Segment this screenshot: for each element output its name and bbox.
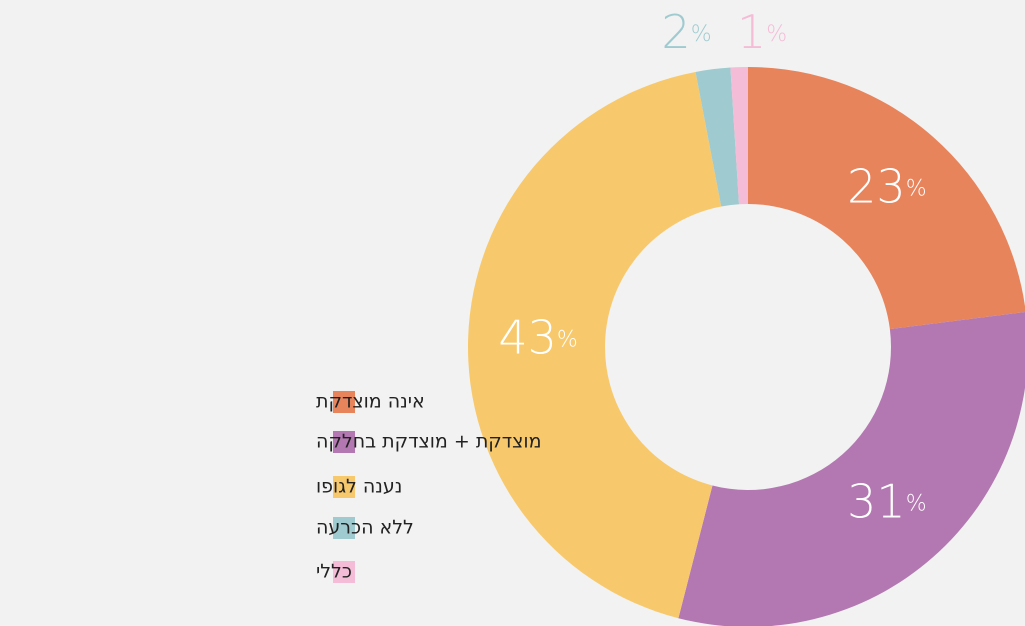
value-label: 1% — [737, 5, 787, 59]
legend-label: נענה לגופו — [316, 476, 402, 498]
legend-label: אינה מוצדקת — [316, 391, 425, 413]
donut-slice — [695, 67, 740, 207]
donut-slice — [748, 67, 1025, 330]
legend-swatch — [333, 517, 355, 539]
value-label: 2% — [661, 5, 711, 59]
legend-label: מוצדקת + מוצדקת בחלקה — [316, 431, 542, 453]
value-label: 43% — [498, 310, 577, 364]
legend-label: ללא הכרעה — [316, 517, 414, 539]
legend-label: כללי — [316, 561, 352, 583]
legend-swatch — [333, 476, 355, 498]
legend-swatch — [333, 431, 355, 453]
legend-swatch — [333, 561, 355, 583]
legend-swatch — [333, 391, 355, 413]
donut-slice — [730, 67, 748, 205]
value-label: 23% — [847, 159, 926, 213]
donut-slice — [678, 312, 1025, 626]
donut-slice — [467, 71, 722, 619]
value-label: 31% — [847, 474, 926, 528]
